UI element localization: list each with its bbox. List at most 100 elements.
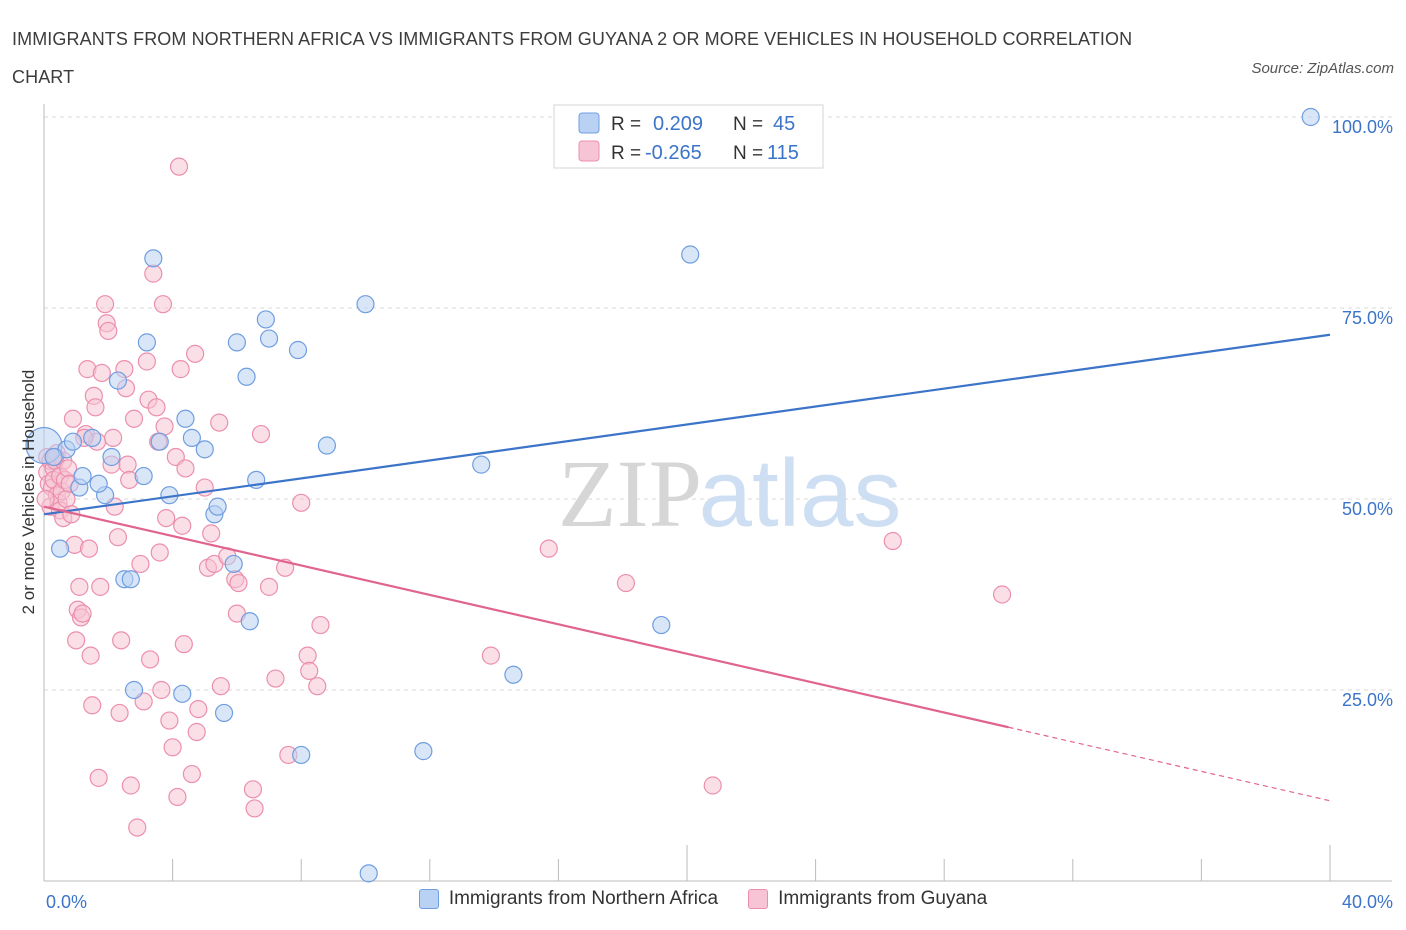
point-guyana: [73, 604, 92, 623]
point-guyana: [137, 352, 156, 371]
point-guyana: [182, 764, 201, 784]
point-northern-africa: [50, 539, 70, 558]
y-tick-label: 100.0%: [1332, 117, 1393, 137]
point-guyana: [992, 585, 1012, 604]
point-guyana: [150, 543, 169, 562]
point-northern-africa: [89, 474, 108, 493]
legend-label-guyana: Immigrants from Guyana: [778, 888, 988, 909]
point-guyana: [703, 776, 722, 795]
point-northern-africa: [63, 432, 83, 451]
point-guyana: [153, 295, 173, 314]
stats-n-value-1: 45: [773, 113, 795, 135]
point-guyana: [481, 646, 500, 665]
y-tick-label: 50.0%: [1342, 499, 1393, 519]
y-axis-label: 2 or more Vehicles in Household: [19, 370, 38, 615]
stats-swatch-blue: [578, 112, 600, 134]
point-northern-africa: [176, 409, 195, 428]
source-label: Source: ZipAtlas.com: [1251, 60, 1394, 77]
point-guyana: [308, 677, 327, 696]
watermark-atlas: atlas: [699, 440, 902, 547]
legend-label-northern-africa: Immigrants from Northern Africa: [448, 888, 719, 909]
point-guyana: [118, 455, 137, 474]
point-guyana: [266, 669, 285, 688]
point-guyana: [70, 577, 89, 596]
point-northern-africa: [414, 742, 433, 761]
point-northern-africa: [73, 466, 92, 486]
point-northern-africa: [108, 371, 128, 390]
point-guyana: [168, 787, 187, 807]
chart-title: IMMIGRANTS FROM NORTHERN AFRICA VS IMMIG…: [12, 29, 1133, 87]
point-guyana: [292, 493, 311, 512]
trend-line-northern-africa: [43, 333, 1331, 516]
point-guyana: [187, 722, 206, 742]
point-guyana: [36, 489, 55, 509]
point-guyana: [173, 516, 192, 535]
point-guyana: [144, 264, 163, 283]
point-northern-africa: [173, 684, 192, 703]
grid-lines: [44, 116, 1392, 691]
point-guyana: [131, 554, 150, 574]
y-tick-label: 25.0%: [1342, 690, 1393, 710]
point-guyana: [108, 528, 128, 547]
point-guyana: [251, 424, 271, 444]
x-tick-label-min: 0.0%: [46, 892, 87, 912]
point-guyana: [229, 573, 248, 593]
point-northern-africa: [134, 466, 153, 486]
point-guyana: [300, 661, 319, 681]
point-guyana: [186, 344, 205, 363]
point-northern-africa: [472, 455, 491, 474]
point-northern-africa: [137, 333, 156, 352]
point-northern-africa: [359, 864, 378, 883]
point-guyana: [128, 818, 147, 837]
point-northern-africa: [144, 249, 163, 268]
point-guyana: [112, 631, 131, 650]
point-northern-africa: [214, 703, 234, 723]
point-guyana: [92, 363, 111, 383]
legend-swatch-blue: [418, 889, 439, 909]
point-guyana: [104, 428, 123, 447]
point-guyana: [147, 398, 166, 417]
data-points: [25, 107, 1320, 883]
point-northern-africa: [208, 497, 227, 516]
stats-r-label-1: R =: [611, 114, 641, 135]
point-guyana: [86, 398, 105, 417]
point-guyana: [121, 776, 140, 795]
point-northern-africa: [150, 432, 169, 451]
point-northern-africa: [259, 329, 279, 348]
stats-r-value-1: 0.209: [653, 113, 703, 135]
point-guyana: [883, 531, 902, 551]
point-guyana: [539, 539, 558, 558]
point-guyana: [171, 360, 190, 379]
point-northern-africa: [195, 440, 214, 459]
point-guyana: [169, 157, 189, 176]
point-northern-africa: [227, 333, 246, 352]
point-guyana: [259, 577, 279, 596]
trend-lines: [43, 333, 1331, 802]
point-guyana: [83, 696, 102, 715]
point-guyana: [79, 539, 99, 558]
y-tick-labels: 25.0% 50.0% 75.0% 100.0%: [1332, 117, 1393, 710]
point-northern-africa: [237, 367, 256, 386]
stats-n-value-2: 115: [767, 142, 799, 164]
stats-legend: R = 0.209 N = 45 R = -0.265 N = 115: [553, 104, 824, 169]
legend-item-northern-africa: Immigrants from Northern Africa: [418, 888, 719, 910]
point-guyana: [140, 650, 160, 669]
point-northern-africa: [292, 745, 311, 765]
point-guyana: [89, 768, 108, 787]
point-guyana: [298, 646, 317, 665]
point-northern-africa: [256, 310, 275, 329]
point-guyana: [81, 646, 100, 665]
stats-r-label-2: R =: [611, 143, 641, 164]
point-northern-africa: [652, 615, 671, 635]
point-guyana: [243, 780, 263, 799]
point-guyana: [163, 738, 182, 757]
watermark-zip: ZIP: [558, 440, 702, 547]
point-northern-africa: [121, 570, 140, 589]
point-northern-africa: [288, 340, 308, 360]
point-northern-africa: [224, 554, 243, 574]
point-guyana: [245, 799, 264, 818]
series-legend: Immigrants from Northern Africa Immigran…: [0, 888, 1406, 910]
point-guyana: [110, 703, 129, 723]
legend-swatch-pink: [748, 889, 769, 909]
